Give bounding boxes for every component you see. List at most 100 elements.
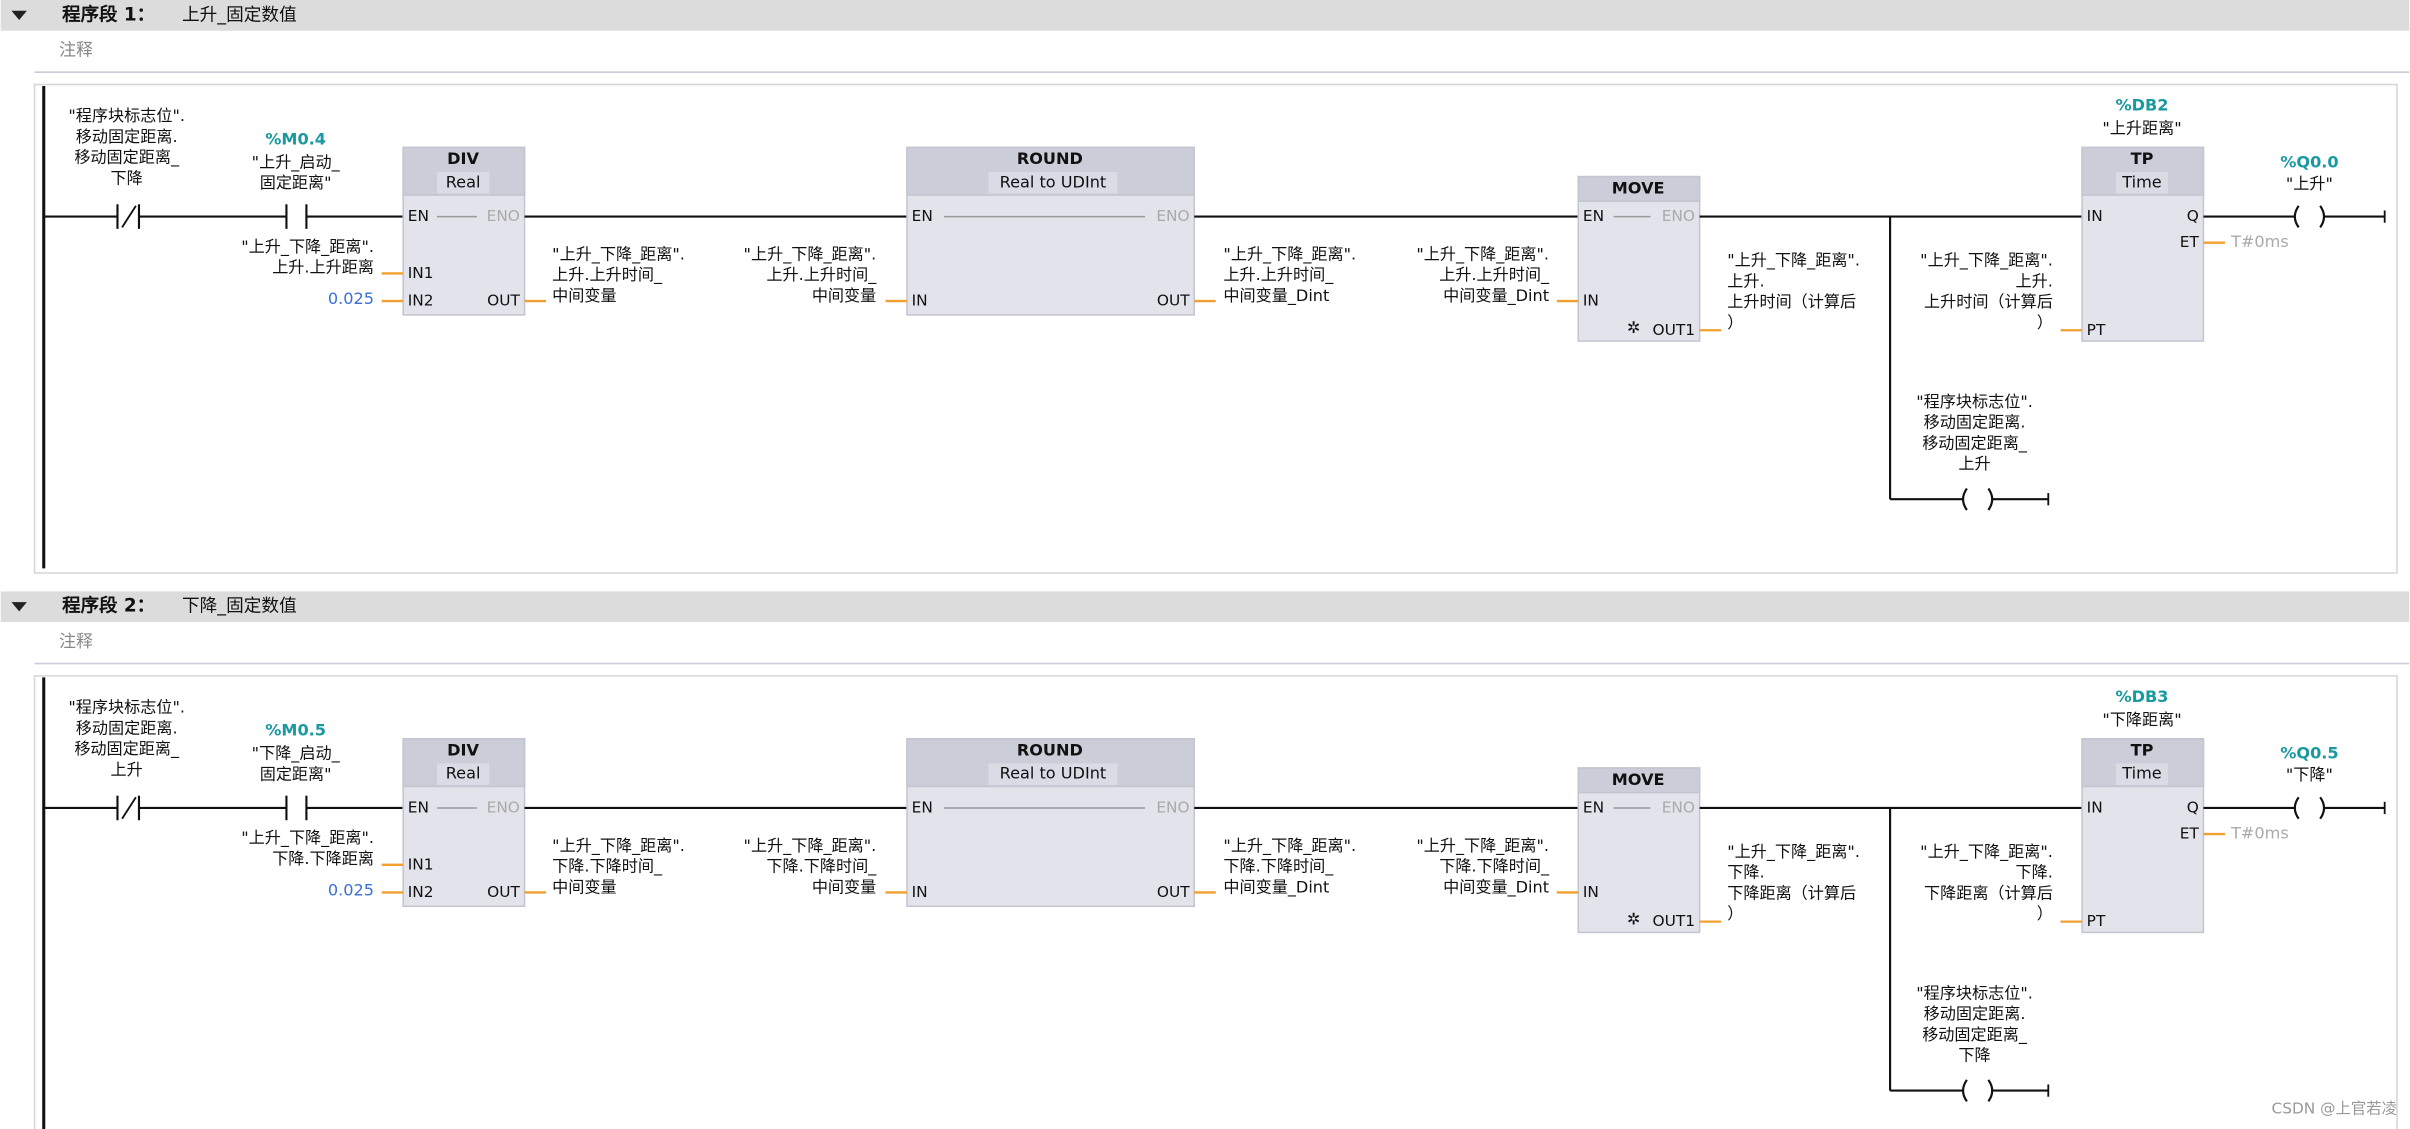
coil-address: %Q0.0 xyxy=(2280,152,2338,171)
block-type: Time xyxy=(2121,764,2162,783)
network-number: 程序段 2： xyxy=(62,595,155,617)
coil xyxy=(2293,796,2326,820)
pin: OUT xyxy=(1157,292,1190,310)
contact-operand: 移动固定距离_ xyxy=(74,739,180,759)
collapse-arrow xyxy=(11,602,27,612)
operand: ） xyxy=(1727,313,1743,332)
block-type: Real xyxy=(446,764,481,783)
pin: PT xyxy=(2087,321,2106,339)
network-box xyxy=(33,83,2398,574)
coil xyxy=(2293,205,2326,228)
move-block-header xyxy=(1577,767,1701,794)
block-title: ROUND xyxy=(1017,149,1083,168)
pin: Q xyxy=(2187,798,2199,816)
add-output-icon: ✲ xyxy=(1627,910,1641,929)
coil-operand: 移动固定距离. xyxy=(1924,1004,2026,1023)
operand: T#0ms xyxy=(2230,232,2289,251)
coil xyxy=(1961,487,1994,511)
pin: ENO xyxy=(487,798,520,816)
coil-operand: 移动固定距离. xyxy=(1924,413,2026,432)
block-title: ROUND xyxy=(1017,741,1083,760)
operand: 中间变量_Dint xyxy=(1223,286,1329,306)
operand: 中间变量_Dint xyxy=(1223,877,1329,897)
contact-address: %M0.4 xyxy=(265,129,326,148)
operand: 上升.上升时间_ xyxy=(766,265,877,285)
operand: 下降. xyxy=(2016,863,2053,882)
coil-operand: 下降 xyxy=(1958,1046,1990,1065)
block-title: TP xyxy=(2131,149,2154,168)
network-header xyxy=(0,0,2410,31)
instance-name: "上升距离" xyxy=(2102,119,2181,138)
coil-operand: "上升" xyxy=(2286,174,2333,193)
contact-address: %M0.5 xyxy=(265,721,326,740)
pin: IN xyxy=(1583,883,1599,901)
operand: 中间变量_Dint xyxy=(1443,877,1549,897)
pin: IN2 xyxy=(408,883,434,901)
operand: ） xyxy=(2037,904,2053,923)
pin: IN xyxy=(2087,798,2103,816)
operand: "上升_下降_距离". xyxy=(241,828,374,848)
block-title: MOVE xyxy=(1612,178,1665,197)
type-box xyxy=(988,763,1118,785)
nc-slash xyxy=(121,796,137,820)
operand: 上升时间（计算后 xyxy=(1727,292,1856,311)
add-output-icon: ✲ xyxy=(1627,318,1641,337)
block-type: Real to UDInt xyxy=(1000,172,1107,191)
coil-operand: "程序块标志位". xyxy=(1916,392,2033,411)
operand: 下降距离（计算后 xyxy=(1727,883,1856,902)
operand: "上升_下降_距离". xyxy=(744,836,877,856)
pin: ENO xyxy=(1156,798,1189,816)
pin: IN1 xyxy=(408,855,434,873)
contact-operand: 移动固定距离. xyxy=(76,127,178,146)
contact-operand: "上升_启动_ xyxy=(252,152,341,172)
operand: 上升.上升距离 xyxy=(272,258,374,277)
operand: 下降. xyxy=(1727,863,1764,882)
type-box xyxy=(436,763,490,785)
operand: "上升_下降_距离". xyxy=(1727,251,1860,271)
operand: "上升_下降_距离". xyxy=(1416,244,1549,264)
pin: ENO xyxy=(1662,798,1695,816)
pin: EN xyxy=(1583,207,1604,225)
operand: 中间变量 xyxy=(552,877,616,896)
watermark: CSDN @上官若凌 xyxy=(2271,1100,2396,1118)
instance-db: %DB2 xyxy=(2115,95,2168,114)
operand: 上升. xyxy=(2016,271,2053,290)
contact-operand: 固定距离" xyxy=(260,764,332,783)
operand: 中间变量 xyxy=(812,286,876,305)
block-type: Time xyxy=(2121,172,2162,191)
operand: 下降.下降时间_ xyxy=(552,857,663,877)
pin: ET xyxy=(2180,233,2200,251)
operand: ） xyxy=(1727,904,1743,923)
operand: 下降距离（计算后 xyxy=(1924,883,2053,902)
instance-name: "下降距离" xyxy=(2102,710,2181,729)
coil-operand: "下降" xyxy=(2286,765,2333,784)
pin: EN xyxy=(912,798,933,816)
operand: 下降.下降时间_ xyxy=(1223,857,1334,877)
operand: "上升_下降_距离". xyxy=(1920,842,2053,862)
operand: T#0ms xyxy=(2230,824,2289,843)
operand: 上升时间（计算后 xyxy=(1924,292,2053,311)
pin: Q xyxy=(2187,207,2199,225)
pin: IN2 xyxy=(408,292,434,310)
block-type: Real xyxy=(446,172,481,191)
operand: ） xyxy=(2037,313,2053,332)
operand: 中间变量_Dint xyxy=(1443,286,1549,306)
operand: "上升_下降_距离". xyxy=(552,244,685,264)
pin: IN xyxy=(912,292,928,310)
pin: IN xyxy=(2087,207,2103,225)
contact-operand: 移动固定距离_ xyxy=(74,148,180,168)
pin: ENO xyxy=(1156,207,1189,225)
pin: IN1 xyxy=(408,264,434,282)
network-box xyxy=(33,675,2398,1129)
block-title: TP xyxy=(2131,741,2154,760)
coil-operand: 移动固定距离_ xyxy=(1922,1025,2028,1045)
pin: OUT1 xyxy=(1653,321,1696,339)
network-header xyxy=(0,591,2410,623)
contact-operand: 上升 xyxy=(111,760,143,779)
pin: OUT xyxy=(1157,883,1190,901)
contact-operand: 移动固定距离. xyxy=(76,718,178,737)
coil xyxy=(1961,1079,1994,1102)
nc-slash xyxy=(121,205,137,228)
operand: "上升_下降_距离". xyxy=(1727,842,1860,862)
